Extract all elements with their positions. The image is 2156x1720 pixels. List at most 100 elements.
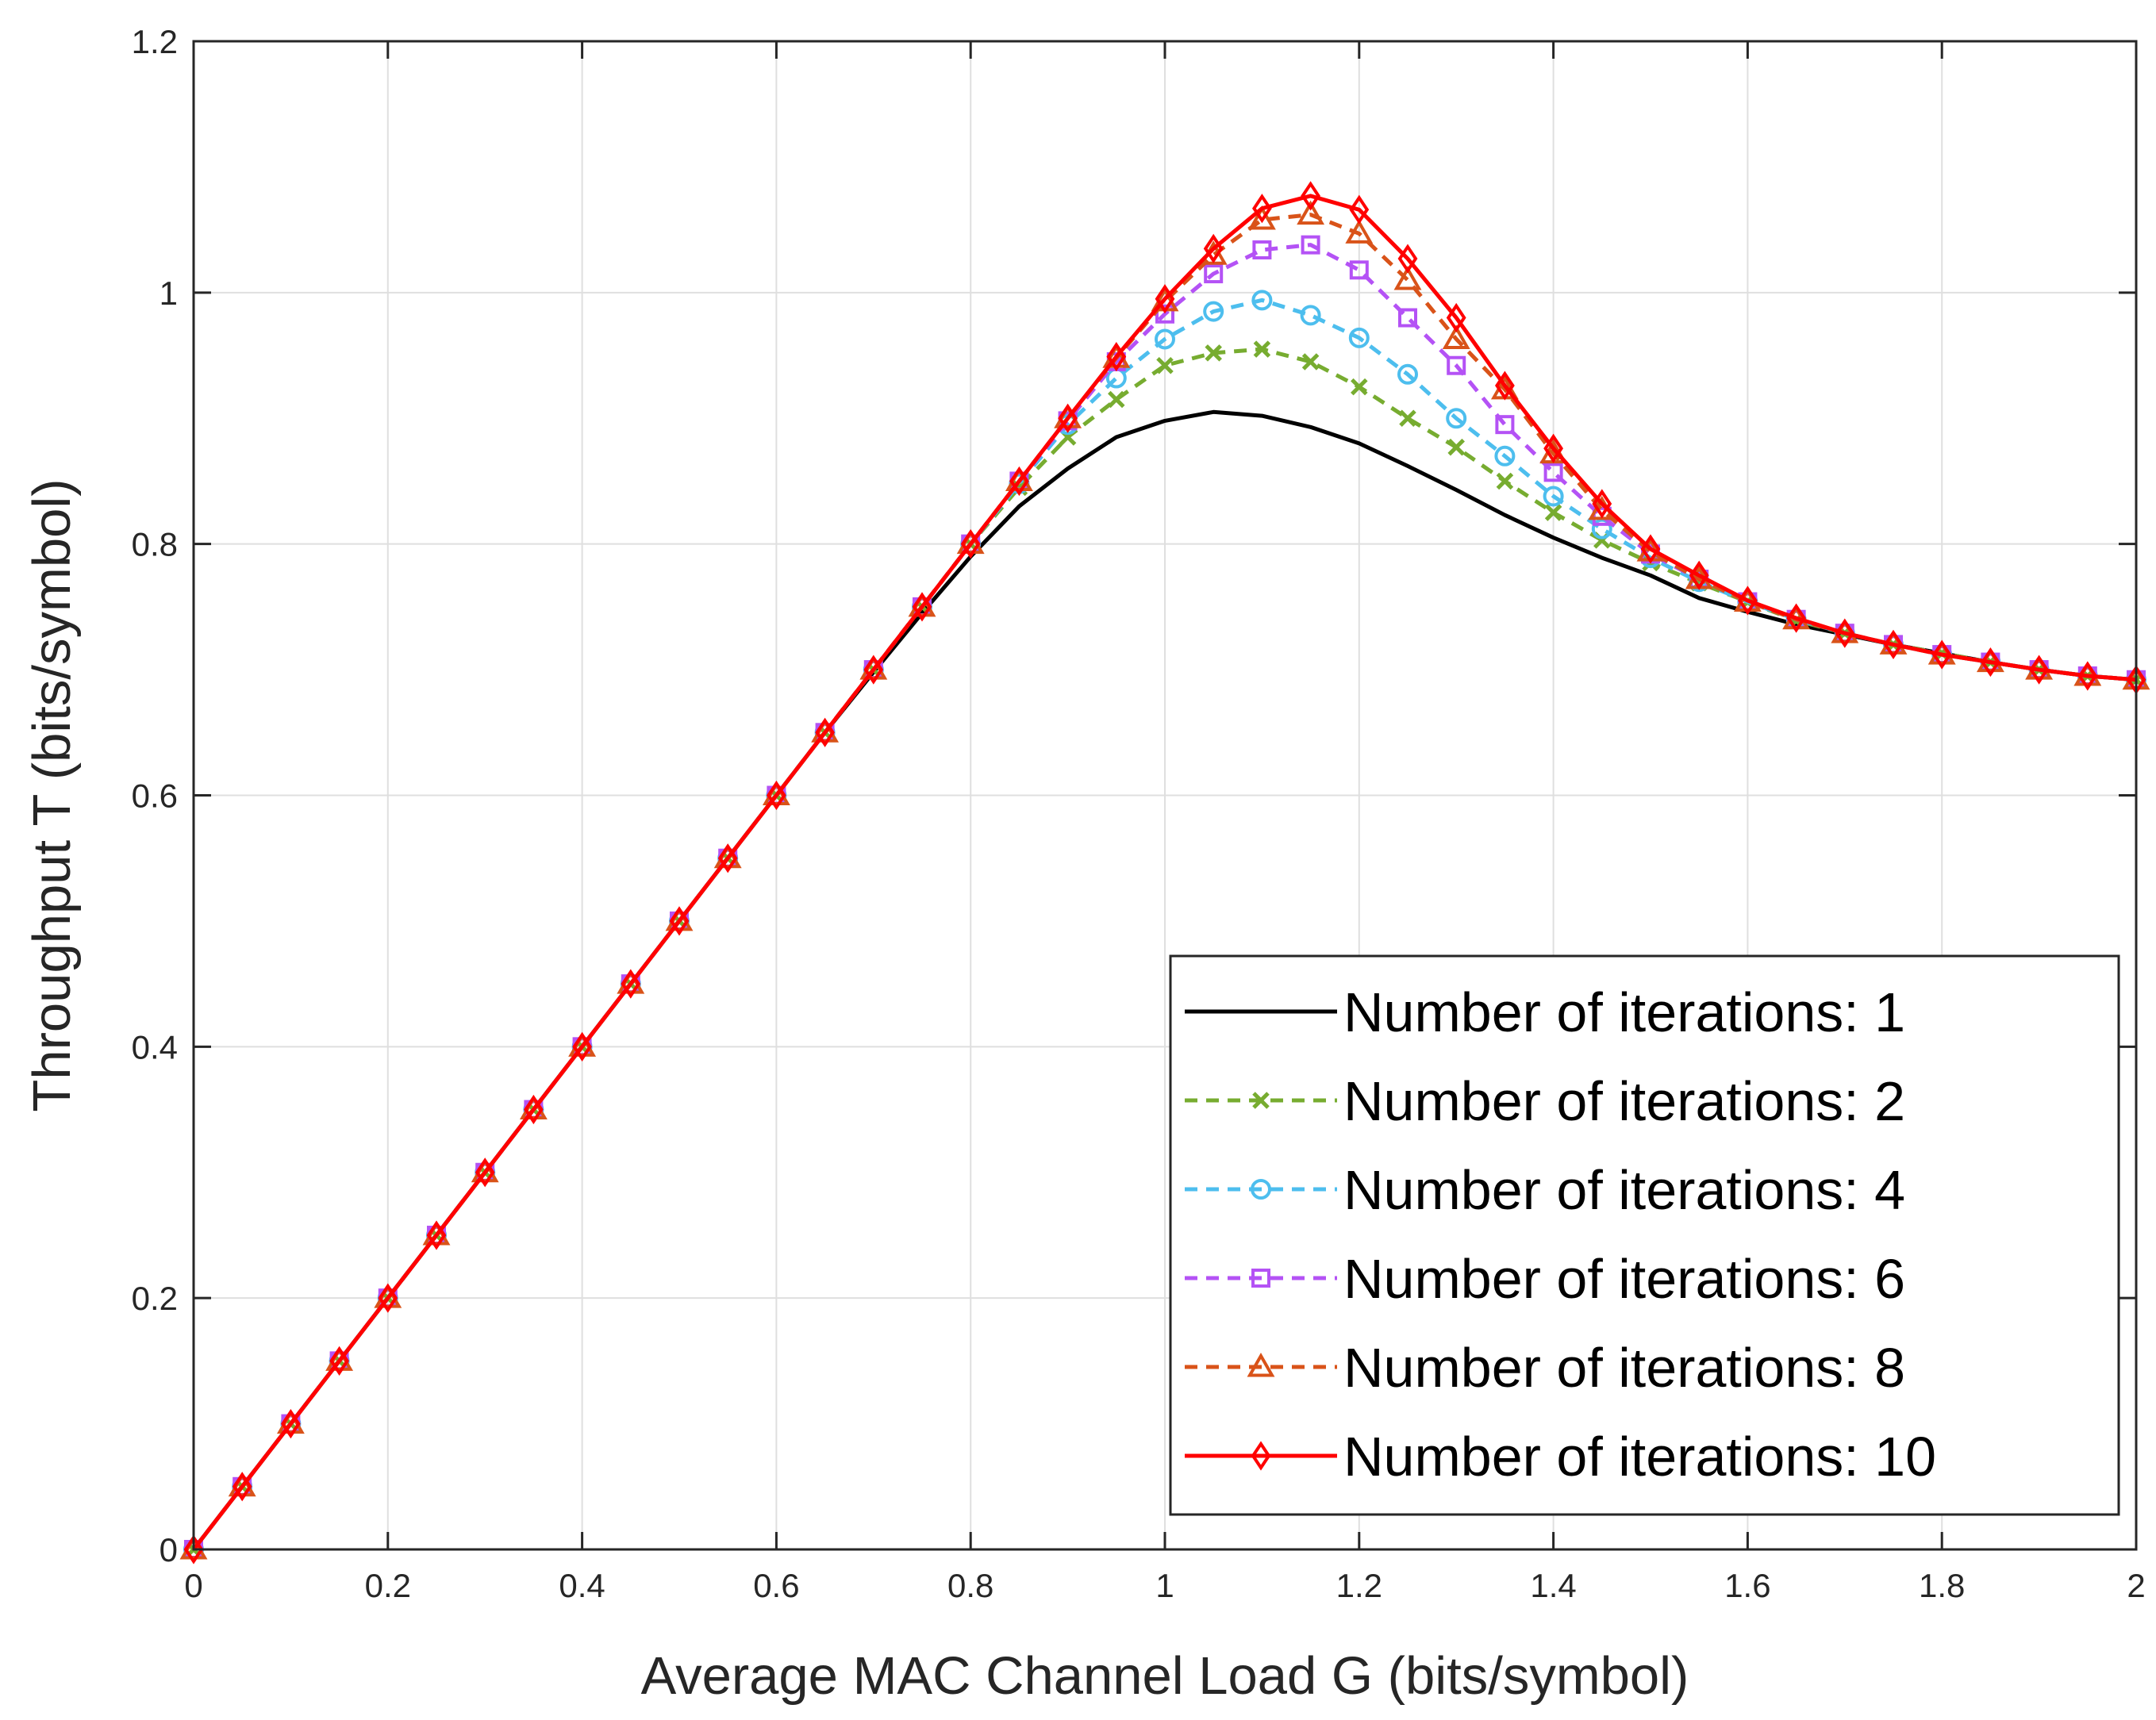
legend-label: Number of iterations: 8 [1343,1337,1905,1399]
data-point [1155,284,1175,314]
data-point [1544,504,1562,521]
data-point [1156,356,1174,374]
data-point [621,969,641,999]
legend: Number of iterations: 1 Number of iterati… [1169,954,2120,1516]
data-point [523,1094,544,1125]
legend-label: Number of iterations: 1 [1343,981,1905,1043]
legend-label: Number of iterations: 6 [1343,1248,1905,1310]
legend-marker [1247,1352,1275,1377]
data-point [1204,264,1224,284]
legend-label: Number of iterations: 2 [1343,1070,1905,1132]
data-point [2029,655,2050,685]
x-tick-label: 0.6 [753,1567,799,1604]
data-point [1446,302,1466,333]
data-point [1253,340,1271,358]
data-point [1447,355,1466,375]
axis-ticks: 0 0.2 0.4 0.6 0.8 1 1.2 1.4 1.6 1.8 2 0 0.2 0.4 0.6 0.8… [132,23,2146,1604]
data-point [1301,235,1320,255]
legend-item: Number of iterations: 1 [1185,981,1905,1043]
x-tick-label: 0.8 [947,1567,993,1604]
data-point [1883,629,1904,660]
data-point-stroke [1351,378,1368,396]
legend-marker-stroke [1252,1092,1270,1109]
data-point [1348,327,1370,348]
data-point [1301,181,1321,211]
x-tick-label: 1.6 [1724,1567,1770,1604]
data-point-stroke [1253,340,1271,358]
data-point [1205,344,1222,362]
data-point [1737,585,1758,616]
data-point [1835,618,1855,648]
series-line [192,243,2137,1551]
data-point [912,592,932,622]
data-point [1300,305,1321,326]
x-tick-label: 0.2 [365,1567,411,1604]
data-point [280,1408,301,1439]
data-point [1543,433,1564,463]
data-point [1496,472,1514,490]
data-point [1108,390,1125,409]
data-point [378,1283,398,1313]
data-point [1297,200,1325,225]
data-point-stroke [1156,356,1174,374]
legend-marker [1252,1092,1270,1109]
data-point-stroke [1301,353,1320,370]
data-point [1640,534,1661,564]
data-point [329,1346,350,1376]
data-point [1592,489,1612,519]
data-point [717,843,738,873]
legend-item: Number of iterations: 6 [1185,1248,1905,1310]
data-point [1203,233,1224,263]
data-point [1543,486,1564,507]
x-tick-label: 0.4 [559,1567,605,1604]
data-point [1393,265,1422,290]
legend-marker [1251,1269,1270,1288]
data-point [1543,463,1563,482]
data-point [1447,438,1465,456]
data-point [475,1158,495,1188]
data-point [572,1031,593,1062]
data-point [863,655,884,685]
data-point [1252,240,1272,259]
data-point [1247,205,1276,230]
data-point [1689,560,1709,590]
data-point [1058,403,1078,433]
y-tick-label: 1 [159,275,178,312]
data-point [1349,194,1370,225]
x-tick-label: 1 [1155,1567,1174,1604]
legend-box [1169,954,2120,1516]
data-point [1155,328,1175,350]
series-line [192,194,2137,1551]
data-point [960,529,981,559]
legend-item: Number of iterations: 2 [1185,1070,1905,1132]
data-point [1203,301,1224,322]
x-axis-label: Average MAC Channel Load G (bits/symbol) [641,1646,1689,1706]
legend-label: Number of iterations: 4 [1343,1159,1905,1221]
series-5 [183,181,2146,1565]
legend-marker [1251,1441,1271,1471]
data-point [1442,324,1470,349]
legend-item: Number of iterations: 4 [1185,1159,1905,1221]
series-line [192,298,2137,1551]
y-tick-label: 0.4 [132,1028,178,1065]
data-point [766,780,786,811]
data-point-stroke [1399,409,1416,428]
data-point [2077,661,2098,691]
data-point-stroke [1205,344,1222,362]
data-point [1251,290,1273,311]
data-point [1591,518,1612,539]
data-point [1931,639,1952,670]
y-tick-label: 0.8 [132,526,178,563]
data-point [1786,603,1807,633]
data-point [1494,370,1515,401]
data-point [1251,194,1272,224]
data-point-stroke [1108,390,1125,409]
x-tick-label: 1.4 [1530,1567,1576,1604]
data-point [1301,353,1320,370]
y-tick-label: 0.2 [132,1280,178,1317]
data-point [1349,260,1369,280]
data-point [183,1534,204,1565]
data-point [1106,342,1127,372]
legend-item: Number of iterations: 8 [1185,1337,1905,1399]
